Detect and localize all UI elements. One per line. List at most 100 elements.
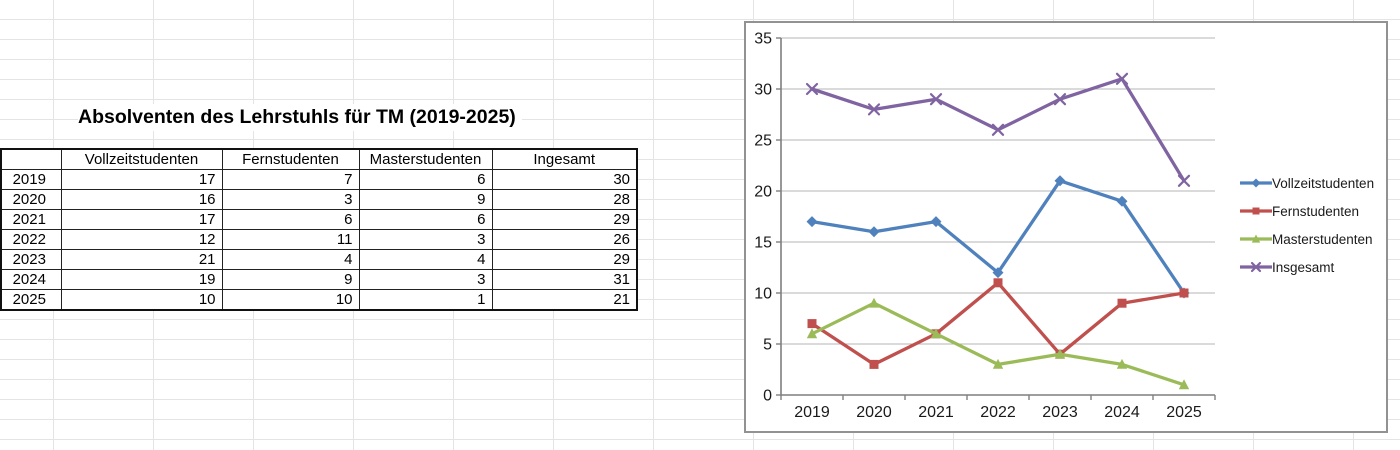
x-axis-tick-label: 2024 [1104, 404, 1140, 421]
value-cell[interactable]: 29 [491, 209, 638, 230]
legend-swatch-vollzeitstudenten [1240, 178, 1272, 188]
y-axis-tick-label: 0 [763, 388, 772, 405]
data-marker-triangle [992, 358, 1004, 369]
year-cell[interactable]: 2023 [0, 249, 62, 270]
value-cell[interactable]: 31 [491, 269, 638, 290]
value-cell[interactable]: 26 [491, 229, 638, 250]
data-table: Vollzeitstudenten Fernstudenten Masterst… [0, 148, 638, 311]
column-header-vollzeitstudenten[interactable]: Vollzeitstudenten [60, 148, 223, 170]
year-cell[interactable]: 2021 [0, 209, 62, 230]
legend-item-vollzeitstudenten[interactable]: Vollzeitstudenten [1240, 169, 1374, 197]
data-marker-square [1179, 288, 1189, 298]
x-axis-tick-label: 2019 [794, 404, 830, 421]
year-cell[interactable]: 2019 [0, 169, 62, 190]
series-line-fernstudenten[interactable] [810, 281, 1186, 367]
value-cell[interactable]: 29 [491, 249, 638, 270]
x-axis-tick-label: 2022 [980, 404, 1016, 421]
y-axis-tick-label: 5 [763, 337, 772, 354]
value-cell[interactable]: 28 [491, 189, 638, 210]
sheet-title[interactable]: Absolventen des Lehrstuhls für TM (2019-… [78, 104, 522, 131]
legend-label: Fernstudenten [1272, 203, 1360, 219]
value-cell[interactable]: 11 [221, 229, 360, 250]
data-marker-diamond [806, 216, 818, 228]
value-cell[interactable]: 16 [60, 189, 223, 210]
legend-label: Masterstudenten [1272, 231, 1373, 247]
year-cell[interactable]: 2022 [0, 229, 62, 250]
value-cell[interactable]: 3 [358, 269, 493, 290]
x-axis-tick-label: 2023 [1042, 404, 1078, 421]
value-cell[interactable]: 21 [491, 289, 638, 311]
y-axis-tick-label: 15 [754, 235, 772, 252]
legend-label: Insgesamt [1272, 259, 1335, 275]
y-axis-tick-label: 25 [754, 133, 772, 150]
data-marker-x [805, 82, 819, 96]
value-cell[interactable]: 6 [358, 209, 493, 230]
data-marker-x [1250, 261, 1262, 273]
data-marker-triangle [1116, 358, 1128, 369]
data-marker-triangle [930, 328, 942, 339]
value-cell[interactable]: 17 [60, 209, 223, 230]
x-axis-tick-label: 2020 [856, 404, 892, 421]
data-marker-square [1117, 298, 1127, 308]
table-corner-cell[interactable] [0, 148, 62, 170]
table-row: 2019 17 7 6 30 [0, 169, 638, 190]
table-row: 2021 17 6 6 29 [0, 209, 638, 230]
value-cell[interactable]: 12 [60, 229, 223, 250]
column-header-ingesamt[interactable]: Ingesamt [491, 148, 638, 170]
legend-swatch-insgesamt [1240, 261, 1272, 273]
data-marker-triangle [1054, 348, 1066, 359]
table-header-row: Vollzeitstudenten Fernstudenten Masterst… [0, 148, 638, 170]
table-row: 2025 10 10 1 21 [0, 289, 638, 311]
year-cell[interactable]: 2024 [0, 269, 62, 290]
value-cell[interactable]: 17 [60, 169, 223, 190]
value-cell[interactable]: 19 [60, 269, 223, 290]
value-cell[interactable]: 3 [221, 189, 360, 210]
y-axis-tick-label: 20 [754, 184, 772, 201]
value-cell[interactable]: 21 [60, 249, 223, 270]
value-cell[interactable]: 3 [358, 229, 493, 250]
value-cell[interactable]: 9 [358, 189, 493, 210]
line-chart[interactable]: 0 5 10 15 20 25 30 35 2019 2020 2021 2022 2023 2024 20… [744, 21, 1388, 433]
data-marker-x [991, 123, 1005, 136]
data-marker-x [929, 93, 943, 106]
data-marker-x [1115, 72, 1129, 85]
data-marker-diamond [930, 216, 942, 228]
x-axis-tick-label: 2025 [1166, 404, 1202, 421]
value-cell[interactable]: 6 [358, 169, 493, 190]
legend-label: Vollzeitstudenten [1272, 175, 1375, 191]
column-header-masterstudenten[interactable]: Masterstudenten [358, 148, 493, 170]
year-cell[interactable]: 2020 [0, 189, 62, 210]
y-axis-tick-label: 10 [754, 286, 772, 303]
value-cell[interactable]: 7 [221, 169, 360, 190]
value-cell[interactable]: 9 [221, 269, 360, 290]
value-cell[interactable]: 4 [358, 249, 493, 270]
data-marker-diamond [868, 226, 880, 238]
year-cell[interactable]: 2025 [0, 289, 62, 311]
data-marker-x [1053, 93, 1067, 106]
value-cell[interactable]: 4 [221, 249, 360, 270]
value-cell[interactable]: 10 [221, 289, 360, 311]
data-marker-triangle [1178, 379, 1190, 390]
data-marker-square [993, 278, 1003, 288]
table-row: 2023 21 4 4 29 [0, 249, 638, 270]
legend-item-fernstudenten[interactable]: Fernstudenten [1240, 197, 1374, 225]
legend-swatch-masterstudenten [1240, 234, 1272, 243]
x-axis-tick-label: 2021 [918, 404, 954, 421]
data-marker-x [1177, 174, 1191, 187]
column-header-fernstudenten[interactable]: Fernstudenten [221, 148, 360, 170]
data-marker-diamond [1251, 178, 1261, 188]
value-cell[interactable]: 1 [358, 289, 493, 311]
legend-item-masterstudenten[interactable]: Masterstudenten [1240, 225, 1374, 253]
data-marker-triangle [868, 297, 880, 308]
table-row: 2022 12 11 3 26 [0, 229, 638, 250]
value-cell[interactable]: 30 [491, 169, 638, 190]
data-marker-diamond [1054, 175, 1066, 187]
data-marker-diamond [992, 267, 1004, 279]
y-axis-tick-label: 30 [754, 82, 772, 99]
value-cell[interactable]: 10 [60, 289, 223, 311]
legend-item-insgesamt[interactable]: Insgesamt [1240, 253, 1374, 281]
data-marker-diamond [1116, 195, 1128, 207]
value-cell[interactable]: 6 [221, 209, 360, 230]
table-row: 2024 19 9 3 31 [0, 269, 638, 290]
